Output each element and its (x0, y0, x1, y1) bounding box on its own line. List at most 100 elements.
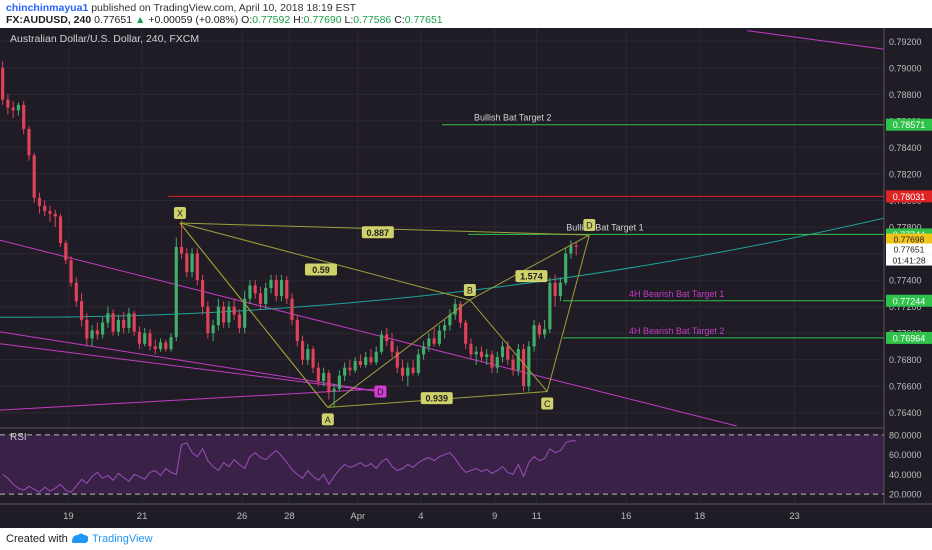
candle-body (521, 349, 526, 387)
candle-body (237, 314, 241, 328)
candle-body (427, 338, 431, 347)
y-tick-label: 0.77200 (889, 302, 922, 312)
candle-body (400, 367, 405, 376)
candle-body (553, 282, 557, 296)
candle-body (122, 319, 126, 328)
candle-body (548, 282, 552, 330)
candle-body (53, 213, 57, 217)
candle-body (543, 329, 547, 335)
candle-body (69, 260, 73, 283)
target-level-label: Bullish Bat Target 1 (566, 222, 643, 232)
candle-body (274, 280, 278, 296)
candle-body (95, 330, 99, 335)
candle-body (495, 357, 499, 368)
symbol-label: FX:AUDUSD, 240 (6, 14, 92, 26)
candle-body (132, 313, 136, 332)
candle-body (443, 325, 447, 331)
candle-body (279, 280, 284, 296)
pattern-leg (469, 234, 590, 301)
rsi-band (0, 434, 884, 495)
candle-body (474, 351, 478, 355)
rsi-tick-label: 60.0000 (889, 450, 922, 460)
candle-body (516, 349, 520, 371)
ratio-label: 0.887 (367, 228, 390, 238)
candle-body (6, 99, 10, 108)
target-level-label: 4H Bearish Bat Target 1 (629, 289, 724, 299)
candle-body (453, 303, 457, 315)
candle-body (500, 346, 505, 358)
pattern-leg (179, 222, 471, 301)
tradingview-brand[interactable]: TradingView (92, 533, 153, 545)
close-label: C: (394, 14, 405, 26)
candle-body (290, 298, 294, 320)
y-tick-label: 0.76600 (889, 382, 922, 392)
candle-body (353, 360, 357, 371)
lower-trendline-2 (0, 343, 379, 393)
candle-body (201, 280, 205, 307)
current-price-badge (886, 243, 932, 255)
candle-body (248, 285, 252, 299)
candle-body (411, 367, 415, 373)
open-label: O: (241, 14, 253, 26)
candle-body (490, 354, 494, 368)
x-tick-label: 11 (532, 511, 542, 522)
publish-info: published on TradingView.com, April 10, … (91, 2, 357, 14)
candle-body (390, 341, 394, 352)
pattern-point-badge (321, 413, 334, 426)
candle-body (158, 342, 163, 350)
candle-body (374, 351, 378, 363)
ratio-badge (420, 392, 453, 405)
y-tick-label: 0.79000 (889, 63, 922, 73)
candle-body (85, 319, 89, 339)
candle-body (437, 330, 441, 344)
candle-body (527, 346, 531, 387)
candle-body (179, 246, 184, 254)
candle-body (11, 107, 15, 111)
x-tick-label: 21 (137, 511, 148, 522)
y-tick-label: 0.76400 (889, 408, 922, 418)
candle-body (316, 367, 320, 381)
x-tick-label: 19 (63, 511, 74, 522)
candle-body (364, 357, 368, 365)
candle-body (211, 325, 215, 334)
x-tick-label: 16 (621, 511, 632, 522)
change-arrow-icon: ▲ (135, 14, 146, 26)
ratio-label: 0.59 (312, 265, 330, 275)
candle-body (537, 325, 541, 335)
price-level-badge (886, 294, 932, 307)
price-chart[interactable]: Bullish Bat Target 2 0.78571 0.78031 Bullis… (0, 28, 932, 528)
candle-body (48, 211, 52, 214)
current-price-badge (886, 254, 932, 266)
current-price-badge (886, 233, 932, 245)
username-link[interactable]: chinchinmayua1 (6, 2, 89, 14)
candle-body (258, 293, 263, 304)
candle-body (253, 285, 257, 294)
candle-body (406, 367, 410, 376)
target-level-label: Bullish Bat Target 2 (474, 113, 551, 123)
x-tick-label: 23 (789, 511, 800, 522)
x-tick-label: 4 (418, 511, 423, 522)
pattern-point-badge (583, 218, 596, 231)
candle-body (574, 245, 578, 247)
candle-body (111, 313, 115, 332)
candle-body (190, 253, 194, 273)
candle-body (369, 357, 373, 363)
candle-body (106, 313, 110, 323)
x-tick-label: 9 (492, 511, 497, 522)
pattern-point-badge (541, 397, 554, 410)
candle-body (32, 155, 36, 198)
tradingview-logo-icon (72, 533, 89, 543)
candle-body (264, 288, 268, 304)
low-label: L: (344, 14, 354, 26)
time-axis-bg (0, 504, 932, 528)
candle-body (448, 314, 452, 326)
ohlc-line: FX:AUDUSD, 240 0.77651 ▲ +0.00059 (+0.08… (6, 14, 443, 26)
high-value: 0.77690 (303, 14, 342, 26)
pattern-point-label: X (177, 209, 183, 219)
y-tick-label: 0.77800 (889, 223, 922, 233)
rsi-label: RSI (10, 432, 27, 443)
candle-body (27, 128, 31, 156)
price-level-badge-text: 0.76964 (893, 333, 926, 343)
candle-body (479, 351, 484, 358)
candle-body (432, 338, 436, 344)
